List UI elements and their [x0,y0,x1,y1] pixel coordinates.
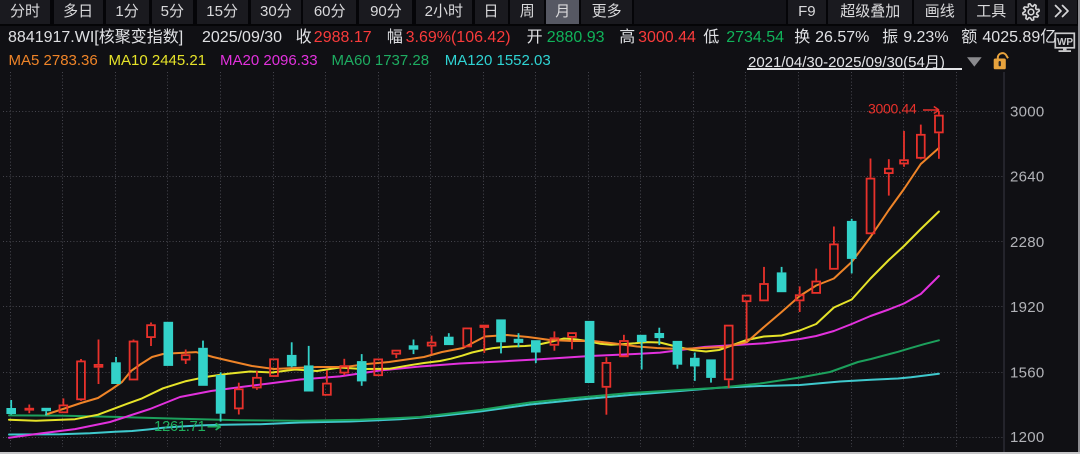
svg-text:2280: 2280 [1010,234,1045,251]
svg-text:3000: 3000 [1010,103,1045,120]
svg-text:1560: 1560 [1010,365,1045,382]
svg-text:1920: 1920 [1010,299,1045,316]
svg-text:1200: 1200 [1010,429,1045,446]
svg-text:WP: WP [1057,36,1073,47]
svg-text:3000.44: 3000.44 [868,101,917,117]
svg-text:1261.71: 1261.71 [154,418,205,435]
svg-text:2640: 2640 [1010,169,1045,186]
